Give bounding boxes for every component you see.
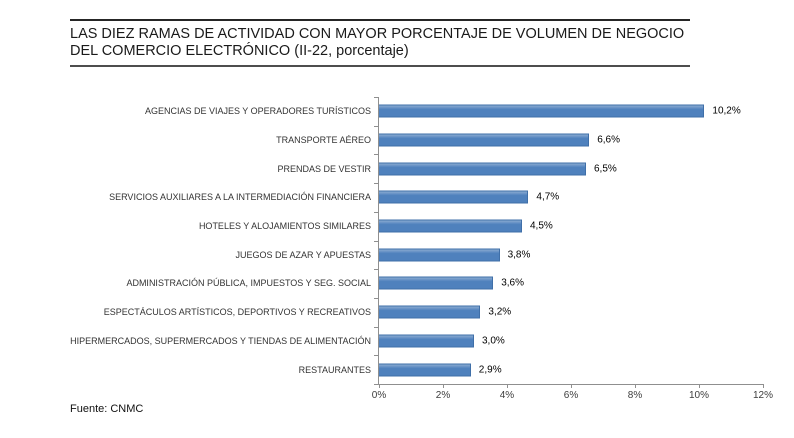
chart-row: AGENCIAS DE VIAJES Y OPERADORES TURÍSTIC… bbox=[70, 97, 762, 126]
bar-track: 6,5% bbox=[378, 154, 762, 183]
bar-track: 10,2% bbox=[378, 97, 762, 126]
x-axis-tick bbox=[379, 384, 380, 388]
x-axis-tick-label: 10% bbox=[688, 390, 709, 401]
chart-row: RESTAURANTES 2,9% bbox=[70, 355, 762, 384]
bar bbox=[378, 276, 494, 290]
bar bbox=[378, 133, 590, 147]
value-label: 3,2% bbox=[488, 306, 512, 318]
bar-track: 3,2% bbox=[378, 298, 762, 327]
x-axis-tick-label: 4% bbox=[499, 390, 515, 401]
bar bbox=[378, 162, 586, 176]
chart-row: SERVICIOS AUXILIARES A LA INTERMEDIACIÓN… bbox=[70, 183, 762, 212]
chart-row: TRANSPORTE AÉREO 6,6% bbox=[70, 126, 762, 155]
category-label: ADMINISTRACIÓN PÚBLICA, IMPUESTOS Y SEG.… bbox=[126, 278, 371, 289]
value-label: 4,5% bbox=[530, 220, 553, 232]
category-label: HIPERMERCADOS, SUPERMERCADOS Y TIENDAS D… bbox=[70, 335, 371, 346]
x-axis-tick bbox=[763, 384, 764, 388]
bar bbox=[378, 190, 529, 204]
x-axis-tick bbox=[571, 384, 572, 388]
bar bbox=[378, 305, 481, 319]
category-label: RESTAURANTES bbox=[298, 364, 371, 375]
bar-track: 6,6% bbox=[378, 126, 762, 155]
chart-rows: AGENCIAS DE VIAJES Y OPERADORES TURÍSTIC… bbox=[70, 97, 762, 384]
x-axis-tick-label: 6% bbox=[563, 390, 579, 401]
chart-row: HOTELES Y ALOJAMIENTOS SIMILARES 4,5% bbox=[70, 212, 762, 241]
bar bbox=[378, 363, 471, 377]
bar bbox=[378, 334, 474, 348]
source-note: Fuente: CNMC bbox=[70, 403, 144, 415]
chart-row: ESPECTÁCULOS ARTÍSTICOS, DEPORTIVOS Y RE… bbox=[70, 298, 762, 327]
x-axis-tick-label: 12% bbox=[752, 390, 773, 401]
bar bbox=[378, 219, 522, 233]
value-label: 6,5% bbox=[594, 163, 617, 175]
bar bbox=[378, 248, 500, 262]
category-label: ESPECTÁCULOS ARTÍSTICOS, DEPORTIVOS Y RE… bbox=[103, 307, 371, 318]
bar-chart: AGENCIAS DE VIAJES Y OPERADORES TURÍSTIC… bbox=[70, 97, 773, 401]
value-label: 3,8% bbox=[507, 249, 531, 261]
chart-row: HIPERMERCADOS, SUPERMERCADOS Y TIENDAS D… bbox=[70, 327, 762, 356]
chart-row: ADMINISTRACIÓN PÚBLICA, IMPUESTOS Y SEG.… bbox=[70, 269, 762, 298]
x-axis-tick bbox=[443, 384, 444, 388]
bar-track: 3,8% bbox=[378, 240, 762, 269]
value-label: 3,0% bbox=[482, 335, 505, 347]
bar bbox=[378, 104, 705, 118]
chart-title-line-1: LAS DIEZ RAMAS DE ACTIVIDAD CON MAYOR PO… bbox=[70, 26, 685, 42]
category-label: TRANSPORTE AÉREO bbox=[276, 135, 371, 146]
x-axis-tick-label: 2% bbox=[435, 390, 451, 401]
category-label: SERVICIOS AUXILIARES A LA INTERMEDIACIÓN… bbox=[109, 192, 371, 203]
category-label: HOTELES Y ALOJAMIENTOS SIMILARES bbox=[198, 221, 371, 232]
bar-track: 2,9% bbox=[378, 355, 762, 384]
x-axis-tick-label: 8% bbox=[627, 390, 643, 401]
value-label: 6,6% bbox=[597, 134, 620, 146]
y-axis-tick bbox=[374, 384, 379, 385]
value-label: 2,9% bbox=[478, 364, 502, 376]
category-label: JUEGOS DE AZAR Y APUESTAS bbox=[235, 249, 371, 260]
chart-row: PRENDAS DE VESTIR 6,5% bbox=[70, 154, 762, 183]
chart-row: JUEGOS DE AZAR Y APUESTAS 3,8% bbox=[70, 240, 762, 269]
value-label: 3,6% bbox=[501, 277, 524, 289]
chart-title-line-2: DEL COMERCIO ELECTRÓNICO (II-22, porcent… bbox=[70, 43, 409, 59]
bar-track: 3,0% bbox=[378, 327, 762, 356]
bar-track: 4,5% bbox=[378, 212, 762, 241]
chart-title-block: LAS DIEZ RAMAS DE ACTIVIDAD CON MAYOR PO… bbox=[70, 19, 690, 67]
category-label: PRENDAS DE VESTIR bbox=[277, 163, 371, 174]
bar-track: 4,7% bbox=[378, 183, 762, 212]
value-label: 10,2% bbox=[712, 105, 741, 117]
bar-track: 3,6% bbox=[378, 269, 762, 298]
x-axis-tick bbox=[506, 384, 508, 388]
x-axis-tick bbox=[635, 384, 636, 388]
x-axis-tick bbox=[698, 384, 700, 388]
value-label: 4,7% bbox=[536, 191, 560, 203]
x-axis-tick-label: 0% bbox=[371, 390, 387, 401]
category-label: AGENCIAS DE VIAJES Y OPERADORES TURÍSTIC… bbox=[144, 106, 371, 117]
